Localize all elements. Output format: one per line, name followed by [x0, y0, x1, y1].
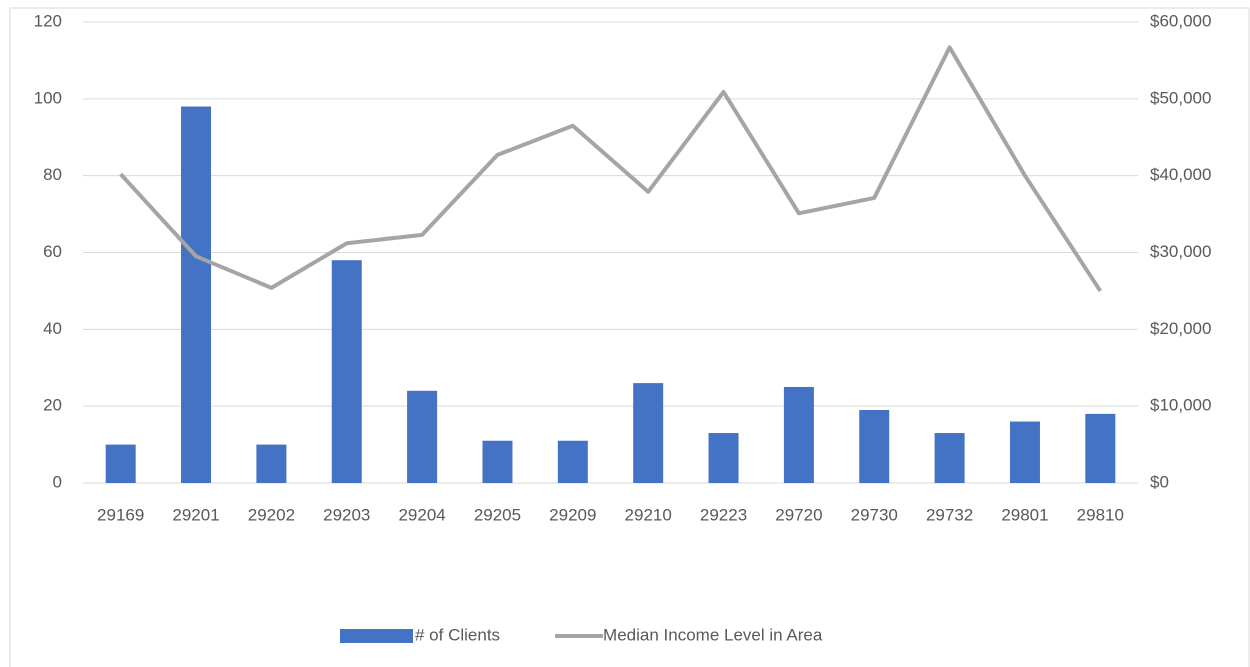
bar — [859, 410, 890, 483]
y2-tick-label: $20,000 — [1150, 319, 1211, 338]
bar — [557, 440, 588, 483]
x-tick-label: 29801 — [1001, 505, 1048, 524]
bar — [407, 390, 438, 483]
bar — [105, 444, 136, 483]
chart-frame — [9, 7, 1250, 667]
y2-tick-label: $30,000 — [1150, 242, 1211, 261]
bar — [482, 440, 513, 483]
y2-tick-label: $60,000 — [1150, 11, 1211, 30]
x-tick-label: 29720 — [775, 505, 822, 524]
bar — [256, 444, 287, 483]
bar — [1085, 413, 1116, 483]
x-tick-label: 29205 — [474, 505, 521, 524]
x-tick-label: 29202 — [248, 505, 295, 524]
y-tick-label: 100 — [34, 88, 62, 107]
legend-label: Median Income Level in Area — [603, 625, 823, 644]
x-tick-label: 29730 — [851, 505, 898, 524]
y2-tick-label: $40,000 — [1150, 165, 1211, 184]
bar — [934, 433, 965, 483]
y-tick-label: 60 — [43, 242, 62, 261]
y-tick-label: 40 — [43, 319, 62, 338]
x-tick-label: 29732 — [926, 505, 973, 524]
x-tick-label: 29201 — [172, 505, 219, 524]
y2-tick-label: $0 — [1150, 472, 1169, 491]
line — [119, 45, 1102, 293]
y-tick-label: 20 — [43, 396, 62, 415]
x-tick-label: 29810 — [1077, 505, 1124, 524]
x-tick-label: 29203 — [323, 505, 370, 524]
y-tick-label: 120 — [34, 11, 62, 30]
legend-swatch — [340, 629, 413, 643]
bar — [1009, 421, 1040, 483]
x-tick-label: 29204 — [398, 505, 445, 524]
x-tick-label: 29210 — [625, 505, 672, 524]
x-tick-label: 29169 — [97, 505, 144, 524]
bar — [181, 106, 212, 484]
bar — [708, 433, 739, 483]
y-tick-label: 80 — [43, 165, 62, 184]
y2-tick-label: $10,000 — [1150, 396, 1211, 415]
x-tick-label: 29209 — [549, 505, 596, 524]
bar — [783, 386, 814, 483]
y2-tick-label: $50,000 — [1150, 88, 1211, 107]
legend-label: # of Clients — [415, 625, 500, 644]
bar — [331, 260, 362, 483]
x-tick-label: 29223 — [700, 505, 747, 524]
bar — [633, 383, 664, 483]
y-tick-label: 0 — [53, 472, 62, 491]
